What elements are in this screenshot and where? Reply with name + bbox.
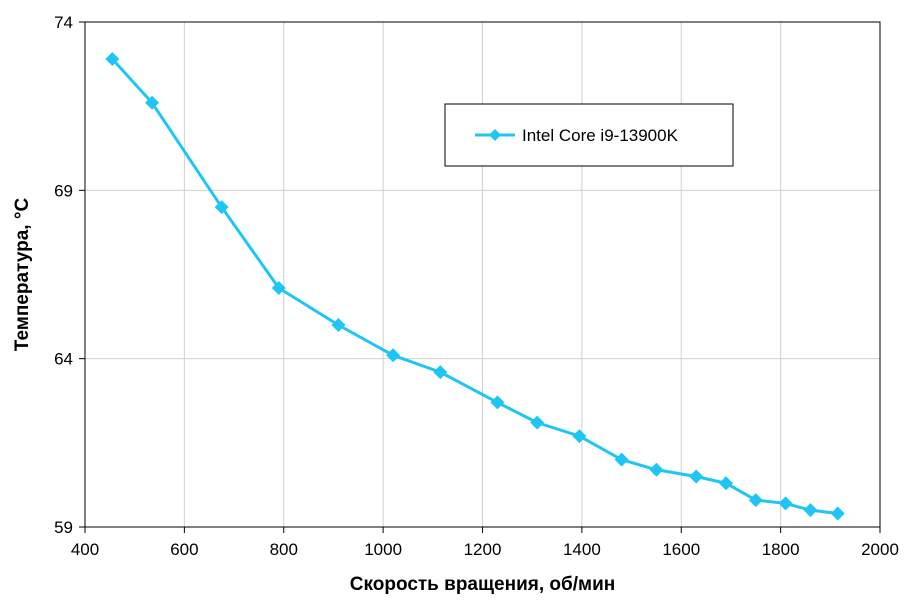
x-tick-label: 600	[170, 540, 198, 559]
data-point	[145, 95, 160, 110]
data-point	[572, 429, 587, 444]
y-tick-label: 64	[54, 350, 73, 369]
data-point	[649, 462, 664, 477]
y-axis-ticks: 59 64 69 74	[54, 13, 85, 537]
x-tick-label: 1200	[464, 540, 502, 559]
data-point	[778, 496, 793, 511]
data-point	[689, 469, 704, 484]
data-point	[614, 452, 629, 467]
data-point	[433, 365, 448, 380]
x-tick-label: 2000	[861, 540, 899, 559]
x-axis-ticks: 400 600 800 1000 1200 1400 1600 1800 2000	[71, 527, 899, 559]
y-axis-title: Температура, °С	[12, 198, 33, 352]
y-tick-label: 59	[54, 518, 73, 537]
y-tick-label: 74	[54, 13, 73, 32]
data-point	[386, 348, 401, 363]
data-point	[830, 506, 845, 521]
x-axis-title: Скорость вращения, об/мин	[350, 574, 615, 595]
x-tick-label: 1800	[762, 540, 800, 559]
x-tick-label: 1400	[563, 540, 601, 559]
data-point	[214, 200, 229, 215]
y-tick-label: 69	[54, 181, 73, 200]
series-layer	[105, 52, 845, 521]
data-point	[490, 395, 505, 410]
x-tick-label: 400	[71, 540, 99, 559]
data-point	[718, 476, 733, 491]
data-point	[105, 52, 120, 67]
x-tick-label: 800	[270, 540, 298, 559]
data-point	[331, 318, 346, 332]
data-point	[530, 415, 545, 430]
data-point	[271, 280, 286, 295]
legend-marker-diamond	[489, 129, 501, 141]
x-tick-label: 1000	[364, 540, 402, 559]
legend: Intel Core i9-13900K	[444, 103, 734, 167]
grid-lines	[84, 21, 881, 528]
x-tick-label: 1600	[662, 540, 700, 559]
data-point	[803, 503, 818, 518]
legend-label-intel-core-i9-13900k: Intel Core i9-13900K	[522, 126, 679, 145]
data-point	[748, 493, 763, 508]
